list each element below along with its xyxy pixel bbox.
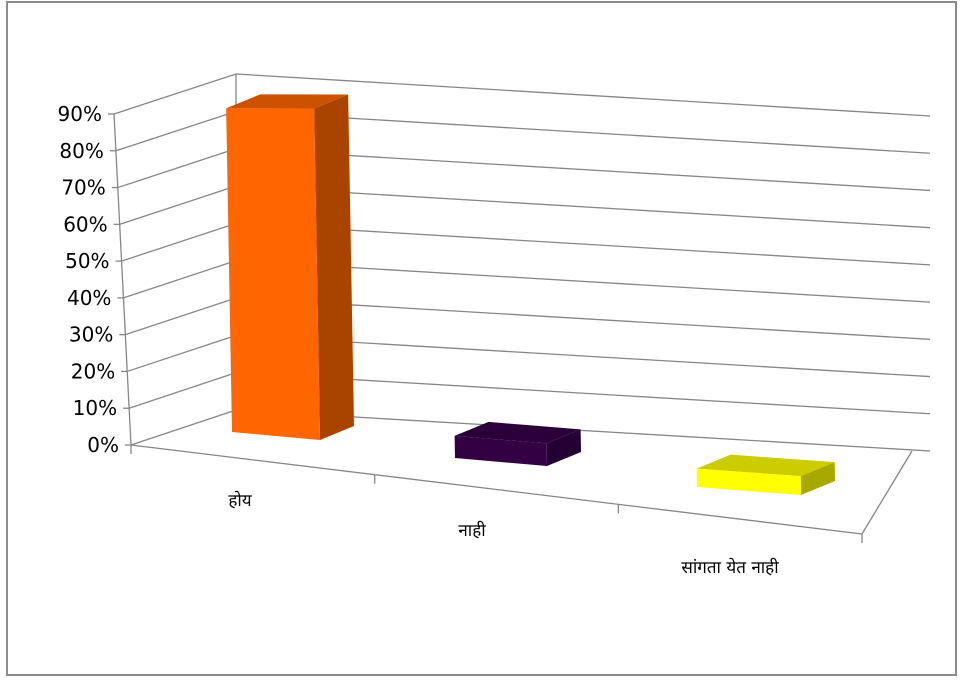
chart-frame — [6, 1, 957, 676]
side-gridline — [115, 110, 237, 152]
y-tick-label: 10% — [73, 396, 117, 420]
side-gridline — [130, 409, 237, 446]
y-tick-label: 50% — [65, 249, 109, 273]
back-gridline — [235, 185, 931, 229]
bar-front-face — [226, 108, 320, 440]
side-gridline — [121, 222, 237, 262]
back-gridline — [235, 148, 931, 192]
bar-side-face — [314, 94, 354, 441]
x-category-label: सांगता येत नाही — [681, 557, 779, 578]
x-category-label: होय — [228, 490, 252, 511]
y-axis-line — [113, 113, 132, 446]
side-gridline — [119, 185, 237, 225]
bar-2 — [454, 421, 581, 466]
side-gridline — [117, 148, 237, 189]
labels: 0% 10% 20% 30% 40% 50% 60% 70% 80% 90% होय नाही सांग… — [58, 102, 780, 578]
bar-front-face — [696, 468, 801, 495]
back-gridline — [235, 110, 931, 154]
y-tick-label: 30% — [69, 323, 113, 347]
bar-top-face — [696, 454, 835, 477]
y-tick-label: 40% — [67, 286, 111, 310]
y-tick-label: 60% — [63, 212, 107, 236]
side-gridline — [113, 73, 237, 115]
side-gridline — [123, 260, 237, 299]
y-tick-label: 90% — [58, 102, 102, 126]
x-axis-line — [130, 444, 863, 535]
y-tick-label: 70% — [61, 176, 105, 200]
bars — [226, 94, 835, 495]
y-tick-label: 20% — [71, 359, 115, 383]
bar-3 — [696, 454, 835, 495]
y-tick-label: 0% — [87, 433, 119, 457]
bar-front-face — [454, 435, 547, 466]
side-gridline — [128, 372, 237, 409]
y-tick-label: 80% — [59, 139, 103, 163]
bar-side-face — [800, 462, 835, 495]
back-gridline — [235, 260, 931, 303]
side-gridline — [127, 334, 237, 373]
bar-top-face — [454, 421, 581, 444]
bar-1 — [226, 94, 354, 441]
back-gridline — [235, 73, 931, 117]
axes — [108, 113, 913, 543]
back-gridline — [235, 222, 931, 266]
bar-top-face — [226, 94, 349, 109]
side-gridline — [125, 297, 237, 336]
x-category-label: नाही — [458, 520, 486, 541]
bar-side-face — [546, 429, 581, 466]
floor-right-edge — [861, 450, 913, 535]
